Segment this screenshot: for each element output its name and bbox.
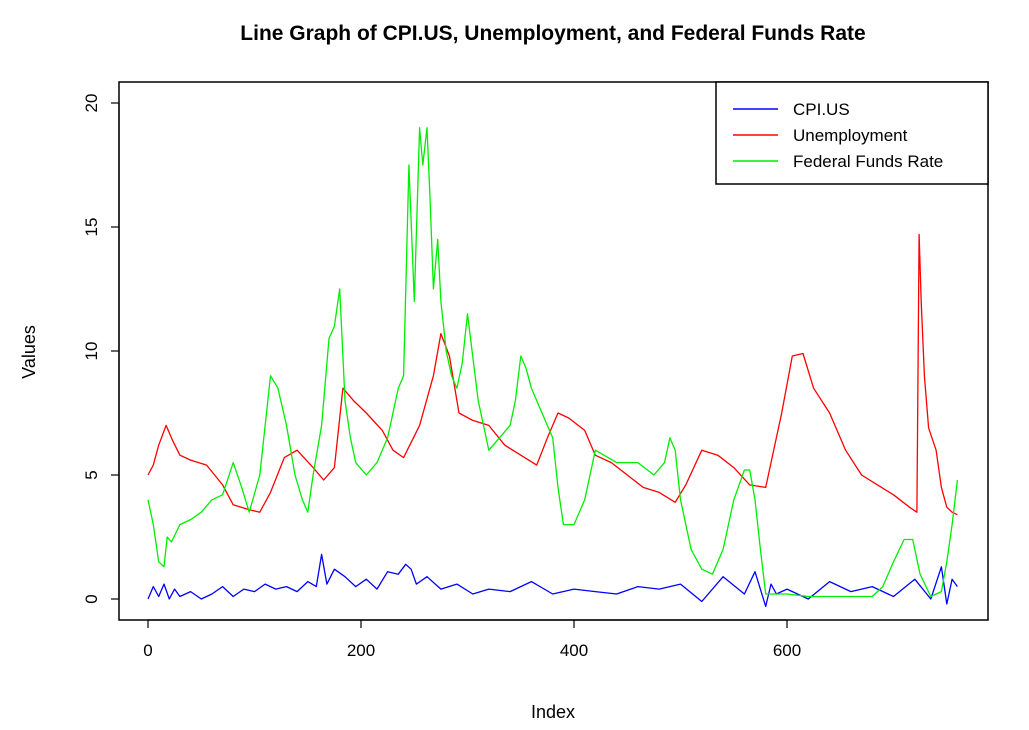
legend-label-cpi-us: CPI.US [793,100,850,119]
series-layer [147,127,959,608]
legend-label-federal-funds-rate: Federal Funds Rate [793,152,943,171]
y-tick-label: 0 [82,594,101,603]
x-axis: 0 200 400 600 [143,619,801,660]
y-axis: 0 5 10 15 20 [82,94,120,604]
y-tick-label: 5 [82,470,101,479]
legend: CPI.US Unemployment Federal Funds Rate [715,81,989,185]
y-tick-label: 10 [82,342,101,361]
series-line-federal-funds-rate [147,127,959,598]
legend-label-unemployment: Unemployment [793,126,908,145]
y-tick-label: 15 [82,218,101,237]
y-axis-label: Values [19,325,39,379]
series-line-unemployment [147,233,958,516]
chart-title: Line Graph of CPI.US, Unemployment, and … [240,22,865,45]
x-axis-label: Index [531,702,575,722]
y-tick-label: 20 [82,94,101,113]
x-tick-label: 0 [143,641,152,660]
series-line-cpi-us [147,553,958,608]
x-tick-label: 200 [347,641,375,660]
x-tick-label: 400 [560,641,588,660]
x-tick-label: 600 [773,641,801,660]
legend-box [715,81,989,185]
